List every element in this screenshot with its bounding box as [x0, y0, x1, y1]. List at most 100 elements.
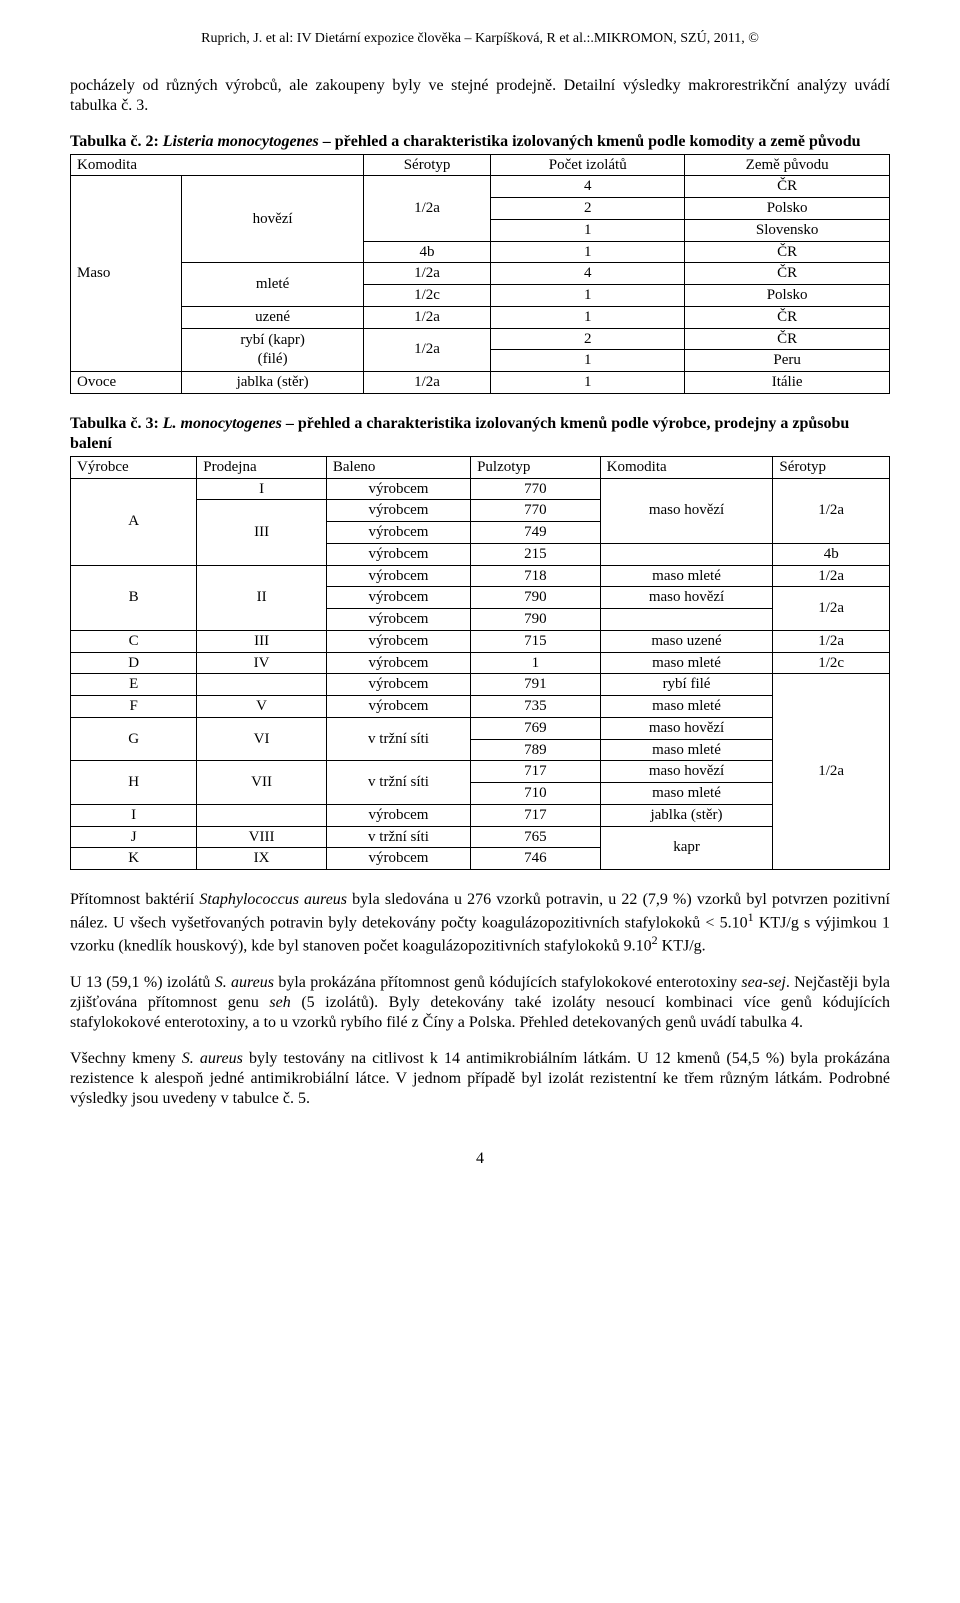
table2-caption: Tabulka č. 2: Listeria monocytogenes – p…: [70, 132, 890, 152]
cell: [600, 543, 773, 565]
table-row: B II výrobcem 718 maso mleté 1/2a: [71, 565, 890, 587]
table-row: I výrobcem 717 jablka (stěr): [71, 804, 890, 826]
table-row: Komodita Sérotyp Počet izolátů Země půvo…: [71, 154, 890, 176]
cell: A: [71, 478, 197, 565]
cell: 1/2a: [363, 328, 490, 372]
cell: III: [197, 630, 327, 652]
cell: Polsko: [685, 198, 890, 220]
cell: G: [71, 717, 197, 761]
cell: 746: [471, 848, 601, 870]
cell: maso mleté: [600, 739, 773, 761]
italic-text: S. aureus: [182, 1050, 243, 1067]
cell: 1/2a: [773, 674, 890, 870]
th-baleno: Baleno: [326, 456, 470, 478]
cell: VII: [197, 761, 327, 805]
cell: 770: [471, 500, 601, 522]
table3-caption-italic: L. monocytogenes: [163, 415, 282, 432]
cell: Polsko: [685, 285, 890, 307]
cell: výrobcem: [326, 674, 470, 696]
cell: maso mleté: [600, 783, 773, 805]
cell: 770: [471, 478, 601, 500]
cell: výrobcem: [326, 652, 470, 674]
italic-text: S. aureus: [215, 974, 274, 991]
cell: 1/2a: [363, 372, 490, 394]
th-vyrobce: Výrobce: [71, 456, 197, 478]
cell: 1/2a: [773, 565, 890, 587]
cell: 1/2c: [773, 652, 890, 674]
cell: 1/2a: [363, 176, 490, 241]
paragraph-kmeny: Všechny kmeny S. aureus byly testovány n…: [70, 1049, 890, 1109]
cell: maso mleté: [600, 652, 773, 674]
cell: B: [71, 565, 197, 630]
cell: 1: [491, 350, 685, 372]
cell: 710: [471, 783, 601, 805]
table2-caption-tail: – přehled a charakteristika izolovaných …: [319, 133, 861, 150]
th-serotyp: Sérotyp: [773, 456, 890, 478]
table2: Komodita Sérotyp Počet izolátů Země půvo…: [70, 154, 890, 394]
cell: ČR: [685, 263, 890, 285]
th-prodejna: Prodejna: [197, 456, 327, 478]
cell: mleté: [182, 263, 364, 307]
cell: I: [71, 804, 197, 826]
table-row: E výrobcem 791 rybí filé 1/2a: [71, 674, 890, 696]
cell: E: [71, 674, 197, 696]
running-header: Ruprich, J. et al: IV Dietární expozice …: [70, 30, 890, 48]
cell: 717: [471, 761, 601, 783]
cell: D: [71, 652, 197, 674]
text: Všechny kmeny: [70, 1050, 182, 1067]
cell: jablka (stěr): [600, 804, 773, 826]
cell-maso: Maso: [71, 176, 182, 372]
cell: 1: [491, 285, 685, 307]
cell: 769: [471, 717, 601, 739]
table-row: uzené 1/2a 1 ČR: [71, 306, 890, 328]
cell: v tržní síti: [326, 761, 470, 805]
cell: maso hovězí: [600, 761, 773, 783]
cell: rybí filé: [600, 674, 773, 696]
cell: IX: [197, 848, 327, 870]
cell: III: [197, 500, 327, 565]
table-row: H VII v tržní síti 717 maso hovězí: [71, 761, 890, 783]
th-komodita: Komodita: [71, 154, 364, 176]
table-row: D IV výrobcem 1 maso mleté 1/2c: [71, 652, 890, 674]
table-row: C III výrobcem 715 maso uzené 1/2a: [71, 630, 890, 652]
table-row: Ovoce jablka (stěr) 1/2a 1 Itálie: [71, 372, 890, 394]
cell: v tržní síti: [326, 826, 470, 848]
th-pulzotyp: Pulzotyp: [471, 456, 601, 478]
text: U 13 (59,1 %) izolátů: [70, 974, 215, 991]
cell: 1: [491, 306, 685, 328]
th-pocet: Počet izolátů: [491, 154, 685, 176]
cell: 1/2a: [773, 478, 890, 543]
table3-caption: Tabulka č. 3: L. monocytogenes – přehled…: [70, 414, 890, 454]
table-row: Maso hovězí 1/2a 4 ČR: [71, 176, 890, 198]
cell: II: [197, 565, 327, 630]
cell: výrobcem: [326, 478, 470, 500]
cell: maso uzené: [600, 630, 773, 652]
text: Přítomnost baktérií: [70, 891, 199, 908]
table2-caption-italic: Listeria monocytogenes: [163, 133, 319, 150]
cell: C: [71, 630, 197, 652]
cell: maso mleté: [600, 696, 773, 718]
cell: 790: [471, 587, 601, 609]
cell: 4: [491, 263, 685, 285]
cell: maso hovězí: [600, 587, 773, 609]
cell: 791: [471, 674, 601, 696]
cell: F: [71, 696, 197, 718]
table-row: G VI v tržní síti 769 maso hovězí: [71, 717, 890, 739]
cell: 1/2a: [363, 263, 490, 285]
cell: výrobcem: [326, 543, 470, 565]
cell-ovoce: Ovoce: [71, 372, 182, 394]
th-komodita: Komodita: [600, 456, 773, 478]
cell: výrobcem: [326, 587, 470, 609]
table-row: rybí (kapr) (filé) 1/2a 2 ČR: [71, 328, 890, 350]
cell: J: [71, 826, 197, 848]
text: KTJ/g.: [658, 938, 706, 955]
cell: výrobcem: [326, 804, 470, 826]
table-row: mleté 1/2a 4 ČR: [71, 263, 890, 285]
cell: výrobcem: [326, 500, 470, 522]
cell: výrobcem: [326, 630, 470, 652]
cell: Slovensko: [685, 219, 890, 241]
text: byla prokázána přítomnost genů kódujícíc…: [274, 974, 741, 991]
table2-caption-lead: Tabulka č. 2:: [70, 133, 163, 150]
cell: maso hovězí: [600, 717, 773, 739]
cell: 735: [471, 696, 601, 718]
